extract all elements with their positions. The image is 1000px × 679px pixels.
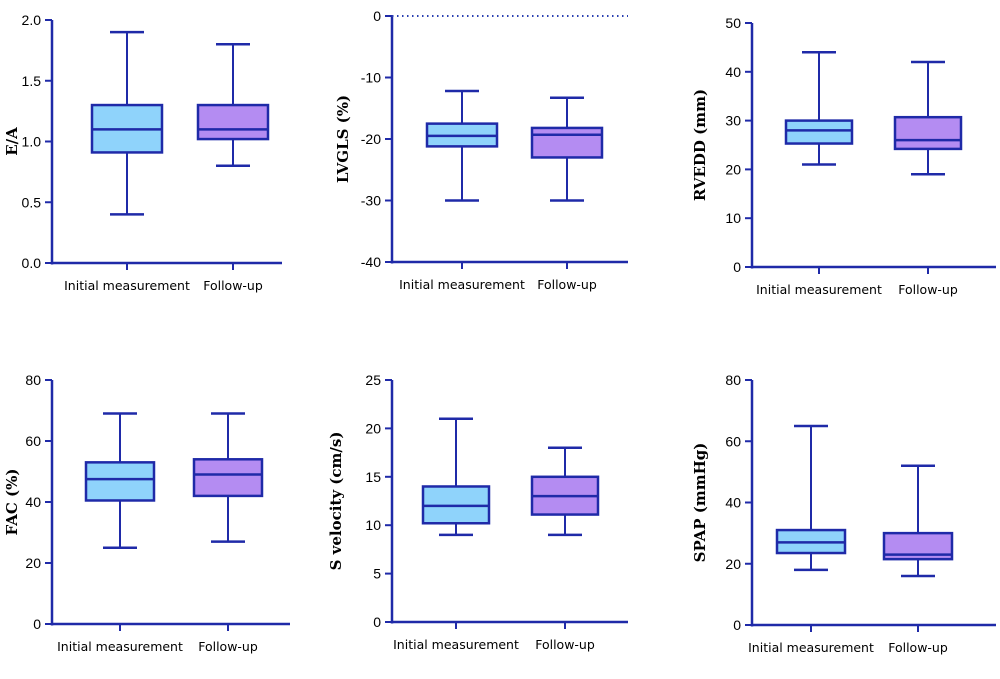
box-initial-measurement <box>425 89 499 202</box>
y-tick-label: 2.0 <box>22 12 42 28</box>
iqr-box <box>784 119 854 145</box>
y-tick-label: -40 <box>361 254 381 270</box>
y-axis-title: LVGLS (%) <box>334 95 352 183</box>
iqr-box <box>893 115 963 151</box>
y-tick-label: -10 <box>361 70 381 86</box>
iqr-box <box>192 458 264 498</box>
y-tick-label: 1.0 <box>22 134 42 150</box>
y-tick-label: 60 <box>725 433 741 449</box>
y-axis-title: FAC (%) <box>3 468 21 535</box>
chart-panel-3: 0 10 20 30 40 50 Initial measurement Follow-up R… <box>691 15 996 297</box>
box-initial-measurement <box>784 51 854 166</box>
y-tick-label: 80 <box>25 372 41 388</box>
category-label: Initial measurement <box>64 278 190 293</box>
y-tick-label: 40 <box>725 495 741 511</box>
y-tick-label: 20 <box>725 161 741 177</box>
category-label: Initial measurement <box>756 282 882 297</box>
y-tick-label: 0 <box>733 617 741 633</box>
box-initial-measurement <box>421 417 491 537</box>
box-initial-measurement <box>84 412 156 549</box>
box-follow-up <box>530 446 600 537</box>
category-label: Initial measurement <box>57 639 183 654</box>
y-tick-label: 10 <box>725 210 741 226</box>
box-follow-up <box>196 43 270 168</box>
y-tick-label: 60 <box>25 433 41 449</box>
box-initial-measurement <box>90 30 164 216</box>
y-axis-title: SPAP (mmHg) <box>691 443 709 563</box>
box-follow-up <box>893 60 963 176</box>
category-label: Follow-up <box>203 278 263 293</box>
y-tick-label: 80 <box>725 372 741 388</box>
category-label: Follow-up <box>888 640 948 655</box>
chart-panel-5: 0 5 10 15 20 25 Initial measurement Follow-up S … <box>327 372 628 652</box>
category-label: Follow-up <box>898 282 958 297</box>
y-tick-label: 20 <box>725 556 741 572</box>
y-tick-label: 30 <box>725 113 741 129</box>
y-axis-title: S velocity (cm/s) <box>327 432 345 571</box>
chart-panel-4: 0 20 40 60 80 Initial measurement Follow-up FAC… <box>3 372 290 654</box>
y-tick-label: 25 <box>365 372 381 388</box>
y-tick-label: 20 <box>365 420 381 436</box>
chart-panel-2: -40 -30 -20 -10 0 Initial measurement Follow-u… <box>334 8 628 292</box>
y-tick-label: 0 <box>33 616 41 632</box>
y-tick-label: 40 <box>725 64 741 80</box>
box-follow-up <box>882 464 954 578</box>
category-label: Initial measurement <box>748 640 874 655</box>
y-tick-label: 5 <box>373 566 381 582</box>
y-tick-label: 0.5 <box>22 194 42 210</box>
y-tick-label: 40 <box>25 494 41 510</box>
category-label: Follow-up <box>198 639 258 654</box>
category-label: Follow-up <box>535 637 595 652</box>
box-follow-up <box>530 96 604 202</box>
category-label: Follow-up <box>537 277 597 292</box>
y-tick-label: 10 <box>365 517 381 533</box>
y-tick-label: 0.0 <box>22 255 42 271</box>
iqr-box <box>530 126 604 159</box>
iqr-box <box>84 461 156 502</box>
y-tick-label: 1.5 <box>22 73 42 89</box>
y-tick-label: 0 <box>373 8 381 24</box>
y-tick-label: 0 <box>373 614 381 630</box>
y-tick-label: 15 <box>365 469 381 485</box>
category-label: Initial measurement <box>393 637 519 652</box>
category-label: Initial measurement <box>399 277 525 292</box>
y-tick-label: -20 <box>361 131 381 147</box>
y-axis-title: RVEDD (mm) <box>691 89 709 201</box>
chart-panel-6: 0 20 40 60 80 Initial measurement Follow-up SPA… <box>691 372 996 655</box>
box-initial-measurement <box>775 424 847 572</box>
y-tick-label: 0 <box>733 259 741 275</box>
y-axis-title: E/A <box>3 127 21 156</box>
y-tick-label: 50 <box>725 15 741 31</box>
chart-panel-1: 0.0 0.5 1.0 1.5 2.0 Initial measurement Follow… <box>3 12 282 293</box>
box-follow-up <box>192 412 264 543</box>
y-tick-label: -30 <box>361 193 381 209</box>
y-tick-label: 20 <box>25 555 41 571</box>
iqr-box <box>196 103 270 141</box>
